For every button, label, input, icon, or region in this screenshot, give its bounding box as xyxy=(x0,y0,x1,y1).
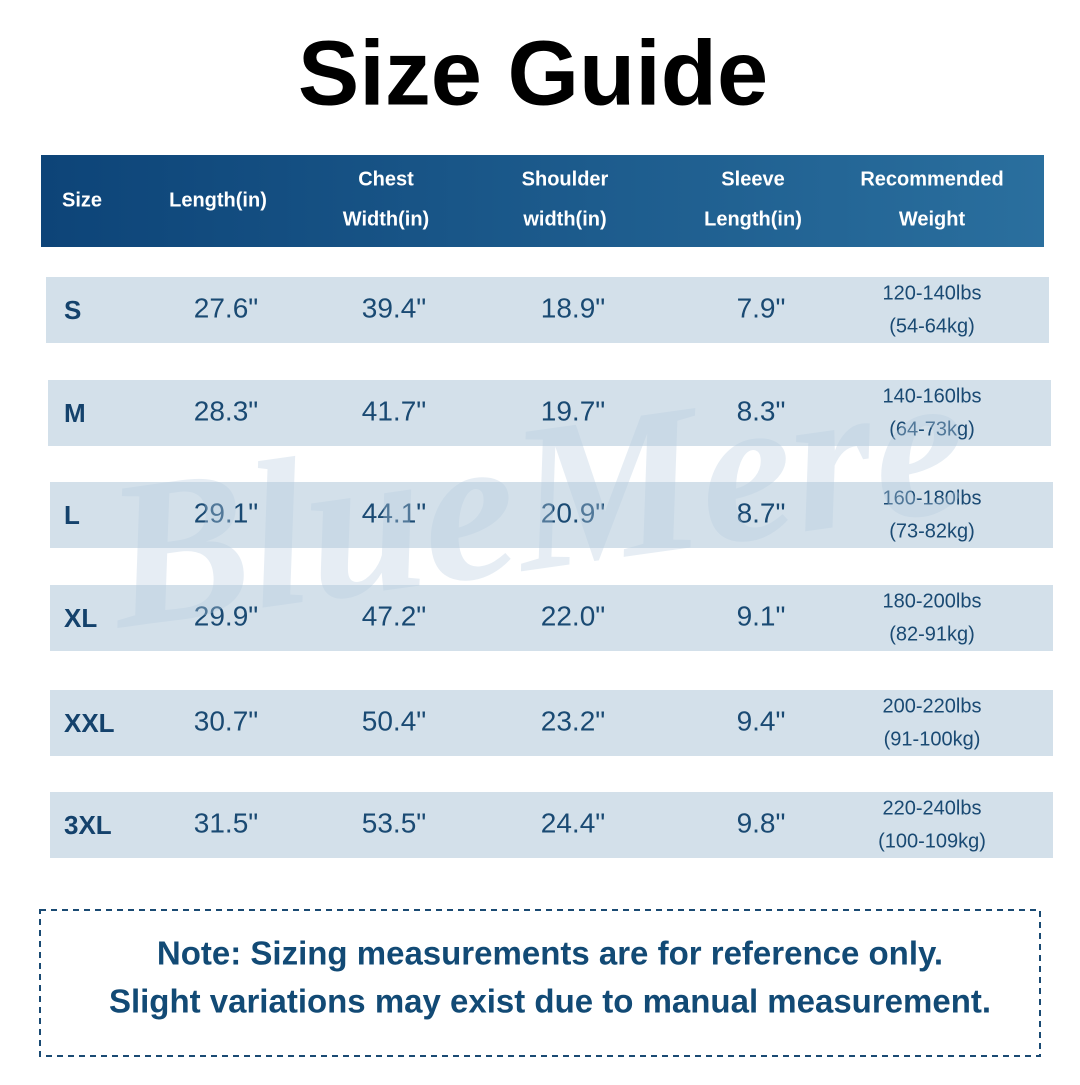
weight-cell: (64-73kg) xyxy=(889,418,975,440)
header-cell: Size xyxy=(62,189,102,211)
size-cell: XL xyxy=(64,603,97,633)
measure-cell: 7.9" xyxy=(737,292,786,323)
size-cell: S xyxy=(64,295,81,325)
measure-cell: 50.4" xyxy=(362,705,426,736)
measure-cell: 23.2" xyxy=(541,705,605,736)
weight-cell: 200-220lbs xyxy=(883,695,982,717)
row-bg xyxy=(50,585,1053,651)
header-cell: Chest xyxy=(358,168,414,190)
note-line: Note: Sizing measurements are for refere… xyxy=(157,935,943,972)
measure-cell: 53.5" xyxy=(362,807,426,838)
measure-cell: 8.7" xyxy=(737,497,786,528)
weight-cell: 220-240lbs xyxy=(883,797,982,819)
table-rows: S 27.6" 39.4" 18.9" 7.9" 120-140lbs (54-64kg) M… xyxy=(46,277,1053,858)
header-cell: Length(in) xyxy=(169,189,267,211)
measure-cell: 30.7" xyxy=(194,705,258,736)
header-cell: Shoulder xyxy=(522,168,609,190)
measure-cell: 19.7" xyxy=(541,395,605,426)
size-cell: L xyxy=(64,500,80,530)
header-cell: Length(in) xyxy=(704,208,802,230)
size-cell: 3XL xyxy=(64,810,112,840)
measure-cell: 31.5" xyxy=(194,807,258,838)
title: Size Guide xyxy=(298,22,768,124)
measure-cell: 8.3" xyxy=(737,395,786,426)
measure-cell: 20.9" xyxy=(541,497,605,528)
size-cell: XXL xyxy=(64,708,115,738)
weight-cell: (82-91kg) xyxy=(889,623,975,645)
measure-cell: 47.2" xyxy=(362,600,426,631)
header-cell: width(in) xyxy=(522,208,606,230)
row-bg xyxy=(50,482,1053,548)
measure-cell: 9.8" xyxy=(737,807,786,838)
row-bg xyxy=(48,380,1051,446)
measure-cell: 9.4" xyxy=(737,705,786,736)
header-cell: Width(in) xyxy=(343,208,429,230)
header-cell: Weight xyxy=(899,208,966,230)
weight-cell: 180-200lbs xyxy=(883,590,982,612)
weight-cell: (54-64kg) xyxy=(889,315,975,337)
row-bg xyxy=(50,792,1053,858)
header-cell: Recommended xyxy=(860,168,1003,190)
measure-cell: 27.6" xyxy=(194,292,258,323)
weight-cell: (73-82kg) xyxy=(889,520,975,542)
weight-cell: 160-180lbs xyxy=(883,487,982,509)
header-cell: Sleeve xyxy=(721,168,784,190)
measure-cell: 44.1" xyxy=(362,497,426,528)
table-header: Size Length(in) Chest Width(in) Shoulder widt… xyxy=(62,168,1004,230)
weight-cell: (91-100kg) xyxy=(884,728,981,750)
row-bg xyxy=(46,277,1049,343)
measure-cell: 41.7" xyxy=(362,395,426,426)
measure-cell: 9.1" xyxy=(737,600,786,631)
measure-cell: 18.9" xyxy=(541,292,605,323)
measure-cell: 29.9" xyxy=(194,600,258,631)
measure-cell: 22.0" xyxy=(541,600,605,631)
measure-cell: 28.3" xyxy=(194,395,258,426)
measure-cell: 24.4" xyxy=(541,807,605,838)
row-bg xyxy=(50,690,1053,756)
note-line: Slight variations may exist due to manua… xyxy=(109,983,991,1020)
weight-cell: (100-109kg) xyxy=(878,830,986,852)
measure-cell: 29.1" xyxy=(194,497,258,528)
note-box xyxy=(39,909,1041,1057)
measure-cell: 39.4" xyxy=(362,292,426,323)
weight-cell: 140-160lbs xyxy=(883,385,982,407)
header-bar xyxy=(41,155,1044,247)
weight-cell: 120-140lbs xyxy=(883,282,982,304)
size-cell: M xyxy=(64,398,86,428)
